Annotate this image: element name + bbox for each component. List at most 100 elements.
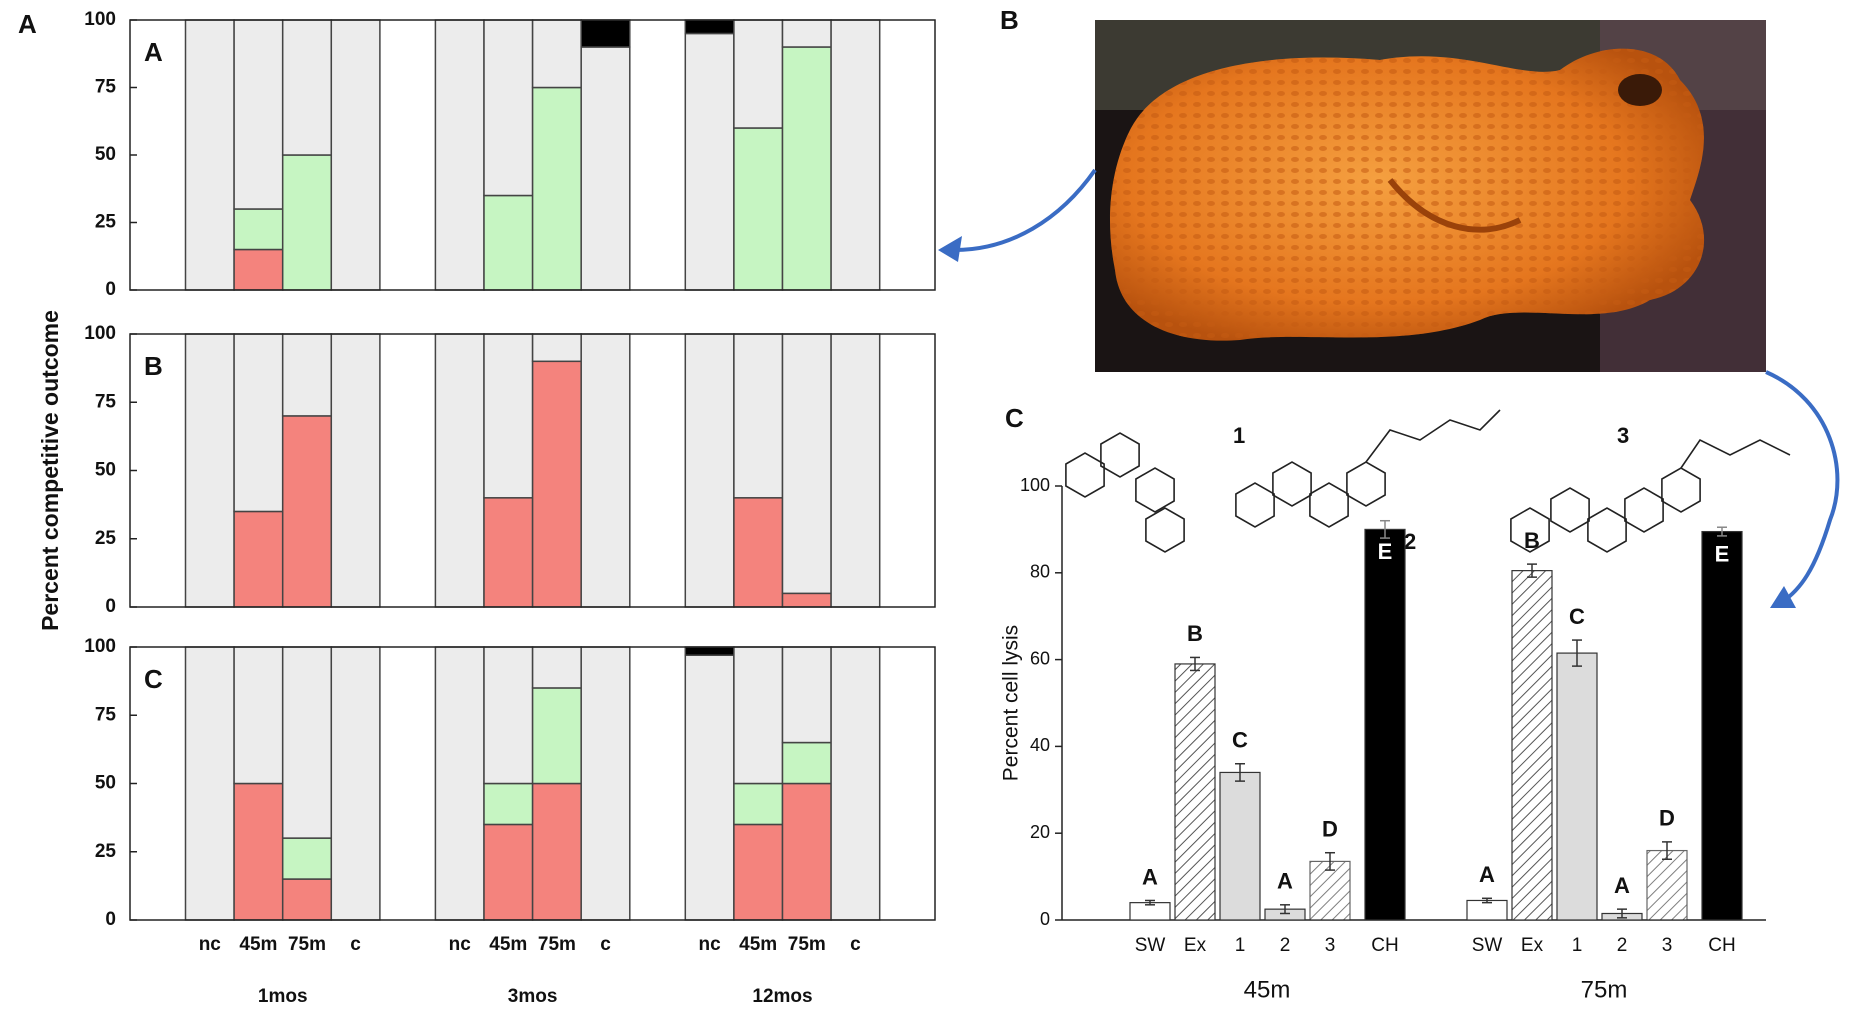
bar-segment [781, 646, 832, 744]
group-label: 1mos [258, 986, 308, 1007]
significance-letter: C [1232, 728, 1248, 753]
x-tick-label: nc [449, 934, 472, 955]
bar-segment [781, 46, 832, 291]
group-label: 75m [1581, 976, 1628, 1003]
y-tick-label: 0 [105, 596, 116, 617]
error-bar [1617, 908, 1627, 919]
bar-segment [184, 19, 235, 291]
bar-segment [781, 19, 832, 48]
bar-segment [684, 654, 735, 921]
figure-label: C [1005, 403, 1024, 433]
y-tick-label: 60 [1030, 648, 1050, 668]
x-tick-label: CH [1708, 935, 1735, 956]
ring [1135, 467, 1175, 513]
bar [1466, 899, 1508, 921]
y-tick-label: 75 [95, 77, 117, 98]
x-tick-label: Ex [1184, 935, 1207, 956]
x-tick-label: Ex [1521, 935, 1544, 956]
bar-segment [434, 19, 485, 291]
bar-segment [483, 19, 534, 197]
arrowhead [1770, 586, 1796, 608]
x-tick-label: 45m [239, 934, 277, 955]
significance-letter: B [1524, 528, 1540, 553]
x-tick-label: 3 [1662, 935, 1673, 956]
y-tick-label: 100 [84, 323, 116, 344]
figure-label: A [18, 9, 37, 39]
bar [1701, 530, 1743, 921]
significance-letter: D [1322, 817, 1338, 842]
bar-segment [781, 741, 832, 785]
bar [1174, 663, 1216, 921]
bar-segment [483, 194, 534, 291]
x-tick-label: 3 [1325, 935, 1336, 956]
error-bar [1717, 526, 1727, 537]
y-axis-label: Percent competitive outcome [37, 310, 63, 631]
x-tick-label: 75m [538, 934, 576, 955]
bar-segment [830, 19, 881, 291]
bar-segment [330, 333, 381, 608]
bar-segment [830, 646, 881, 921]
y-tick-label: 40 [1030, 735, 1050, 755]
y-tick-label: 20 [1030, 822, 1050, 842]
significance-letter: A [1277, 869, 1293, 894]
bar-segment [684, 646, 735, 656]
error-bar [1662, 841, 1672, 860]
bar-segment [684, 19, 735, 35]
bar-segment [434, 333, 485, 608]
bar-segment [733, 333, 784, 499]
bar-segment [781, 333, 832, 595]
bar-segment [233, 333, 284, 513]
group-label: 3mos [508, 986, 558, 1007]
ring [1550, 487, 1590, 533]
bar-segment [830, 333, 881, 608]
bar-segment [684, 333, 735, 608]
bar-segment [281, 646, 333, 839]
bar-segment [531, 646, 582, 689]
figure-label: B [1000, 5, 1019, 35]
x-tick-label: c [600, 934, 611, 955]
x-tick-label: nc [199, 934, 222, 955]
bar-segment [733, 19, 784, 129]
chain [1365, 409, 1501, 463]
panel-label: A [144, 37, 163, 67]
y-tick-label: 25 [95, 841, 117, 862]
x-tick-label: 75m [288, 934, 326, 955]
sponge-photo [1095, 20, 1766, 372]
bar-segment [281, 878, 333, 921]
bar-segment [580, 646, 631, 921]
bar-segment [233, 646, 284, 785]
x-tick-label: 75m [788, 934, 826, 955]
bar-segment [781, 592, 832, 608]
bar-segment [733, 646, 784, 785]
significance-letter: E [1715, 541, 1730, 566]
bar-segment [330, 646, 381, 921]
chemical-structures [1065, 409, 1791, 553]
ring [1272, 461, 1312, 507]
bar-segment [483, 646, 534, 785]
y-tick-label: 100 [84, 9, 116, 30]
significance-letter: A [1142, 864, 1158, 889]
y-tick-label: 50 [95, 773, 116, 794]
bar-segment [483, 497, 534, 608]
y-tick-label: 75 [95, 704, 117, 725]
bar-segment [733, 782, 784, 826]
ring [1065, 452, 1105, 498]
x-tick-label: nc [699, 934, 722, 955]
bar-segment [434, 646, 485, 921]
bar-segment [233, 248, 284, 291]
bar-segment [281, 154, 333, 291]
bar-segment [184, 646, 235, 921]
bar-segment [483, 782, 534, 826]
significance-letter: A [1479, 862, 1495, 887]
bar-segment [531, 19, 582, 89]
bar [1646, 849, 1688, 921]
error-bar [1482, 897, 1492, 904]
bar-segment [733, 823, 784, 921]
significance-letter: C [1569, 604, 1585, 629]
x-tick-label: c [850, 934, 861, 955]
y-tick-label: 50 [95, 460, 116, 481]
bar-segment [580, 19, 631, 48]
bar-segment [733, 127, 784, 291]
arrow [954, 168, 1840, 604]
